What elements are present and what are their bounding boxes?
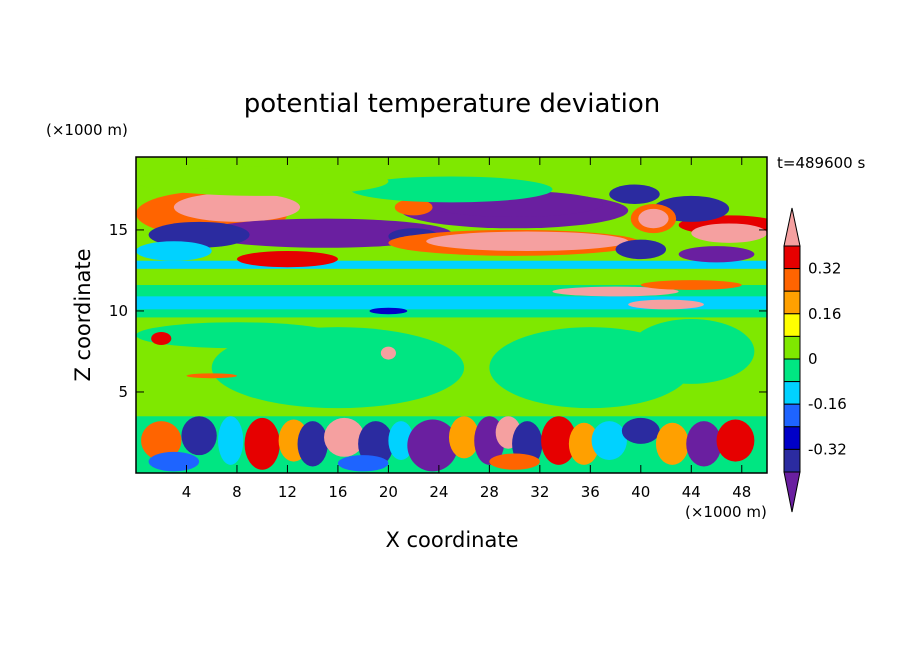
x-tick-label: 28 — [480, 483, 499, 501]
contour-band — [136, 296, 767, 310]
contour-region — [407, 419, 458, 472]
contour-region — [136, 241, 212, 261]
contour-region — [369, 307, 408, 315]
colorbar-label: 0 — [808, 350, 818, 368]
contour-region — [380, 346, 396, 360]
x-tick-label: 24 — [429, 483, 448, 501]
contour-region — [568, 422, 600, 465]
contour-region — [615, 239, 667, 260]
contour-region — [628, 319, 755, 384]
colorbar-box — [783, 335, 801, 360]
x-tick-label: 8 — [232, 483, 242, 501]
colorbar-label: 0.32 — [808, 260, 841, 278]
colorbar-bottom-arrow — [783, 471, 801, 513]
x-axis: 4 8 12 16 20 24 28 32 36 40 44 48 — [182, 157, 751, 501]
contour-region — [394, 199, 433, 216]
contour-region — [236, 250, 338, 268]
colorbar-box — [783, 245, 801, 270]
contour-region — [358, 421, 394, 467]
contour-region — [297, 421, 328, 467]
chart-title: potential temperature deviation — [244, 89, 660, 119]
contour-region — [136, 166, 389, 196]
contour-region — [181, 416, 217, 456]
y-unit-label: (×1000 m) — [46, 121, 128, 139]
colorbar-label: 0.16 — [808, 305, 841, 323]
contour-region — [638, 208, 669, 229]
contour-region — [716, 419, 755, 462]
contour-region — [678, 246, 755, 263]
contour-region — [151, 332, 172, 345]
colorbar-box — [783, 358, 801, 383]
contour-region — [655, 422, 689, 465]
colorbar-top-arrow — [783, 207, 801, 247]
contour-region — [591, 421, 627, 461]
y-tick-label: 15 — [109, 221, 128, 239]
contour-region — [350, 176, 553, 203]
contour-region — [691, 223, 767, 243]
contour-band — [136, 288, 767, 295]
contour-region — [489, 453, 540, 470]
contour-region — [324, 417, 365, 457]
plot-frame — [135, 156, 768, 474]
contour-region — [141, 421, 182, 461]
contour-region — [148, 451, 200, 472]
contour-region — [337, 455, 389, 472]
contour-region — [640, 280, 742, 290]
colorbar-box — [783, 268, 801, 292]
contour-region — [244, 417, 280, 470]
contour-field — [136, 166, 767, 473]
time-label: t=489600 s — [777, 154, 865, 172]
x-tick-label: 36 — [581, 483, 600, 501]
y-axis: 5 10 15 — [109, 221, 767, 401]
colorbar-box — [783, 448, 801, 473]
colorbar-box — [783, 290, 801, 315]
x-tick-label: 48 — [732, 483, 751, 501]
contour-region — [388, 421, 414, 461]
contour-region — [136, 322, 338, 349]
contour-region — [552, 286, 679, 297]
colorbar: 0.32 0.16 0 -0.16 -0.32 — [783, 207, 847, 513]
y-tick-label: 5 — [118, 383, 128, 401]
y-axis-title: Z coordinate — [71, 248, 95, 381]
y-tick-label: 10 — [109, 302, 128, 320]
x-axis-title: X coordinate — [385, 528, 518, 552]
contour-band — [136, 260, 767, 269]
contour-region — [609, 184, 660, 204]
colorbar-label: -0.32 — [808, 440, 847, 458]
contour-region — [218, 416, 244, 465]
x-tick-label: 16 — [328, 483, 347, 501]
colorbar-box — [783, 381, 801, 405]
contour-region — [426, 231, 629, 251]
contour-region — [621, 417, 660, 444]
x-tick-label: 4 — [182, 483, 192, 501]
x-tick-label: 44 — [682, 483, 701, 501]
contour-region — [686, 421, 722, 467]
colorbar-box — [783, 403, 801, 428]
contour-region — [199, 218, 452, 248]
x-tick-label: 20 — [379, 483, 398, 501]
colorbar-label: -0.16 — [808, 395, 847, 413]
contour-region — [186, 373, 237, 379]
contour-region — [211, 327, 465, 409]
contour-region — [173, 192, 301, 222]
contour-region — [448, 416, 480, 459]
plot-area — [136, 157, 767, 473]
x-tick-label: 12 — [278, 483, 297, 501]
colorbar-box — [783, 426, 801, 450]
x-tick-label: 32 — [530, 483, 549, 501]
x-unit-label: (×1000 m) — [685, 503, 767, 521]
colorbar-box — [783, 313, 801, 337]
x-tick-label: 40 — [631, 483, 650, 501]
contour-region — [541, 416, 577, 465]
contour-region — [628, 299, 704, 310]
